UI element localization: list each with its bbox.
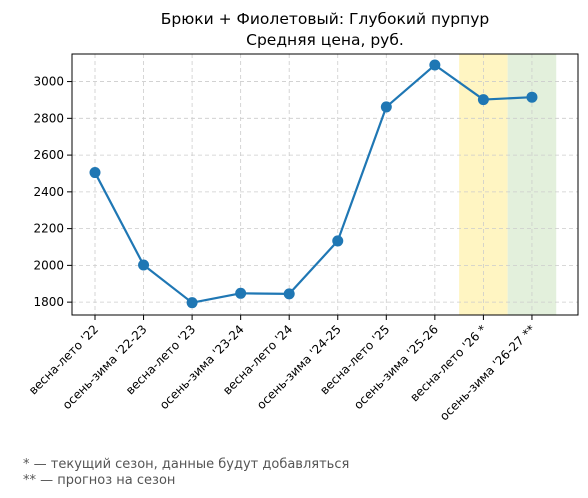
- footnote-current-season: * — текущий сезон, данные будут добавлят…: [23, 457, 350, 472]
- data-point: [89, 167, 101, 179]
- highlight-band-0: [459, 54, 508, 315]
- data-point: [186, 297, 198, 309]
- footnote-forecast: ** — прогноз на сезон: [23, 473, 176, 488]
- data-point: [526, 91, 538, 103]
- data-point: [477, 94, 489, 106]
- y-axis: 1800 2000 2200 2400 2600 2800 3000: [33, 75, 72, 309]
- grid-lines: [72, 54, 578, 315]
- x-tick-label: осень-зима '24-25: [254, 322, 344, 412]
- data-point: [138, 259, 150, 271]
- chart-title: Брюки + Фиолетовый: Глубокий пурпур: [161, 10, 490, 28]
- y-tick-label: 2600: [33, 148, 64, 162]
- y-tick-label: 2000: [33, 258, 64, 272]
- plot-area: [89, 59, 538, 309]
- y-tick-label: 1800: [33, 295, 64, 309]
- data-point: [283, 288, 295, 300]
- chart-subtitle: Средняя цена, руб.: [246, 31, 404, 49]
- x-tick-label: осень-зима '25-26: [351, 322, 441, 412]
- x-tick-label: осень-зима '23-24: [157, 322, 247, 412]
- data-point: [429, 59, 441, 71]
- data-point: [235, 287, 247, 299]
- data-point: [332, 235, 344, 247]
- x-tick-label: осень-зима '22-23: [60, 322, 150, 412]
- y-tick-label: 2400: [33, 185, 64, 199]
- x-tick-label: осень-зима '26-27 **: [437, 322, 538, 423]
- y-tick-label: 2800: [33, 111, 64, 125]
- data-point: [380, 101, 392, 113]
- plot-frame: [71, 53, 579, 316]
- y-tick-label: 3000: [33, 75, 64, 89]
- y-tick-label: 2200: [33, 222, 64, 236]
- series-line: [94, 63, 533, 304]
